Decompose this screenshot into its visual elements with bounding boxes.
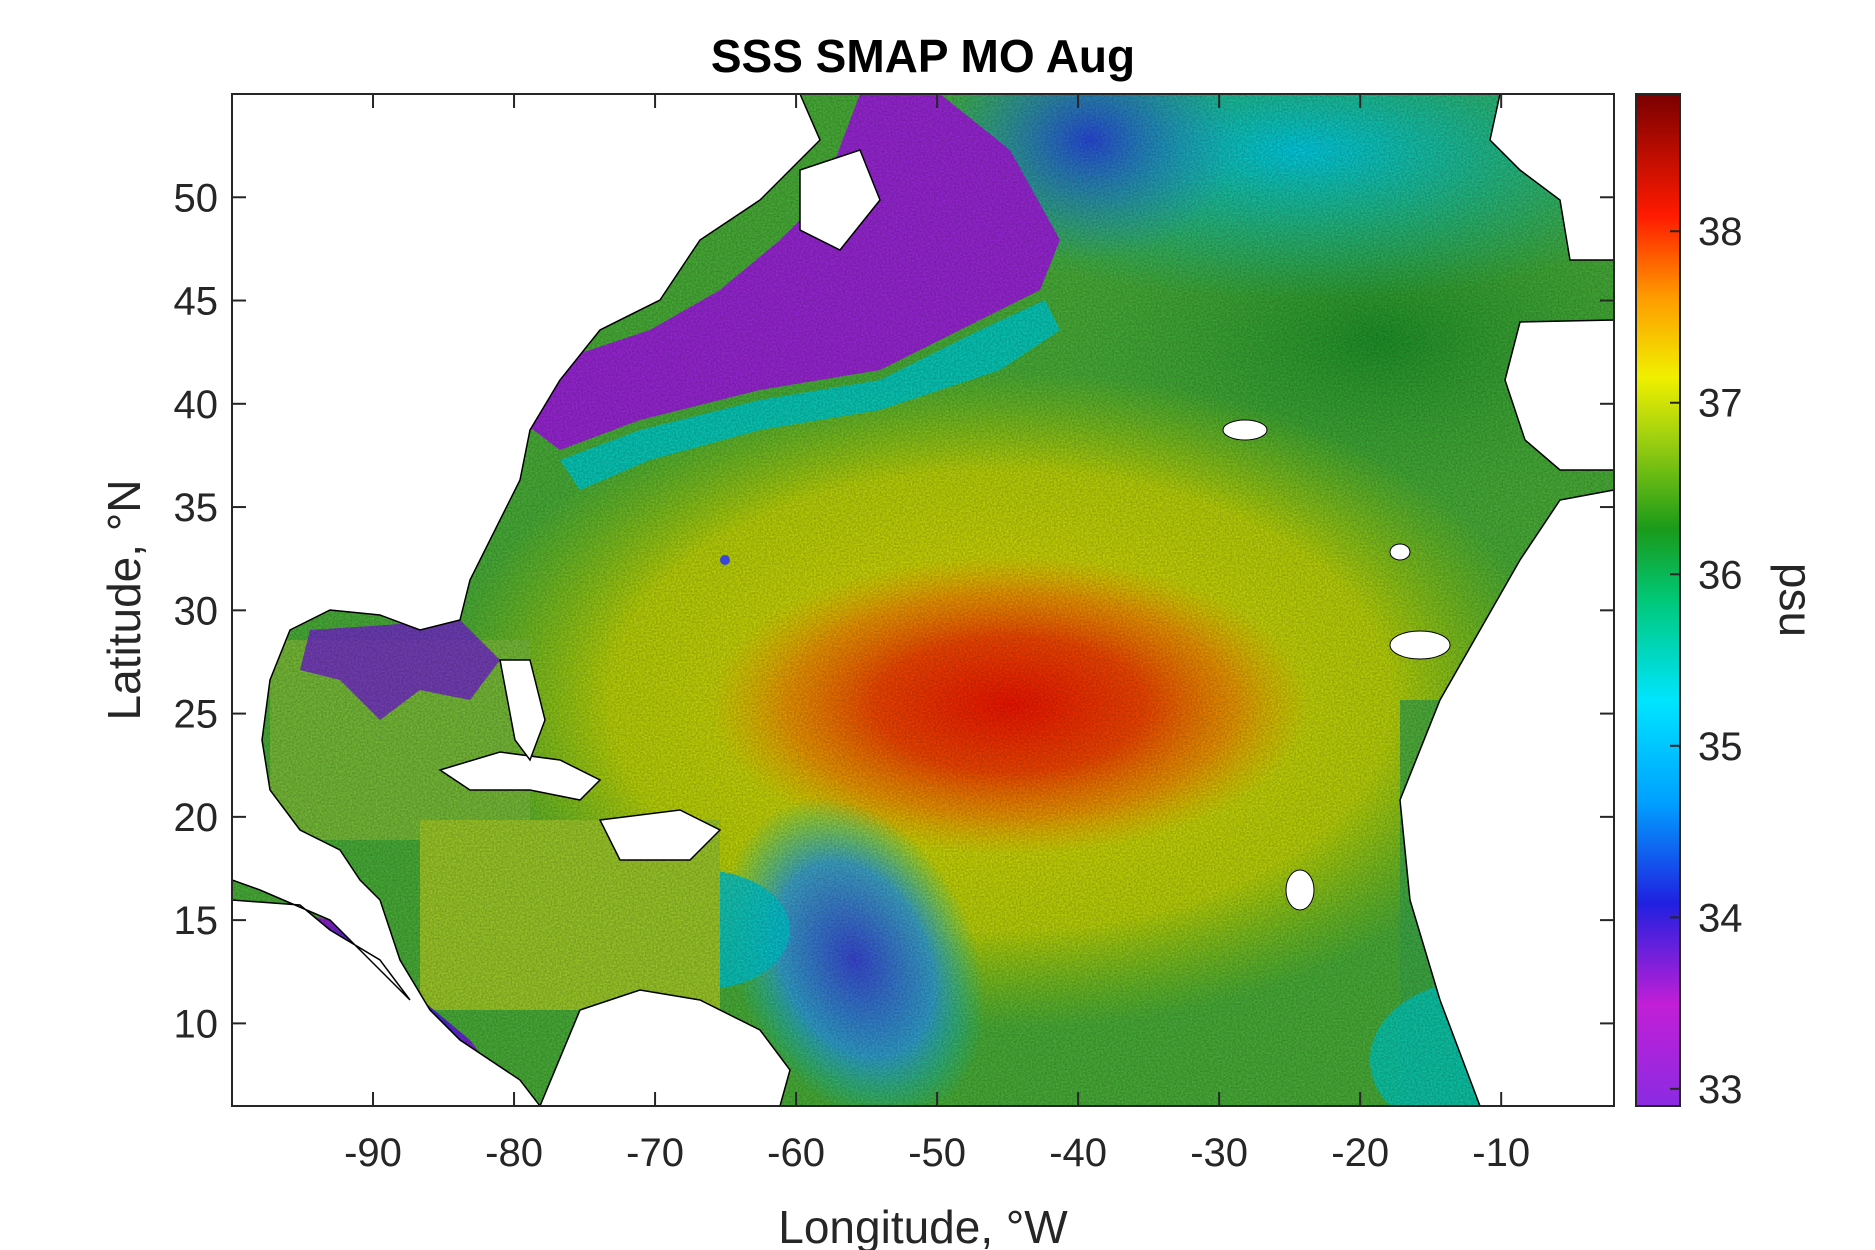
colorbar-tick-label: 35 [1698, 725, 1743, 769]
madeira-island [1389, 543, 1411, 561]
y-tick-label: 45 [174, 280, 219, 324]
x-axis-ticks: -90 -80 -70 -60 -50 -40 -30 -20 -10 [344, 94, 1530, 1175]
plot-frame [231, 93, 1615, 1107]
y-tick-label: 10 [174, 1002, 219, 1046]
x-tick-label: -10 [1472, 1131, 1530, 1175]
y-tick-label: 35 [174, 486, 219, 530]
azores-islands [1222, 419, 1268, 441]
cuba-land [438, 751, 602, 801]
africa-land [1399, 489, 1614, 1106]
cape-verde-islands [1285, 869, 1315, 911]
y-tick-label: 25 [174, 693, 219, 737]
europe-land [1489, 94, 1614, 261]
florida-land [499, 659, 546, 762]
x-tick-label: -80 [485, 1131, 543, 1175]
hispaniola-land [598, 809, 722, 861]
y-axis-ticks: 10 15 20 25 30 35 40 45 50 [174, 176, 1614, 1046]
colorbar-ticks: 33 34 35 36 37 38 [1670, 210, 1743, 1112]
x-tick-label: -30 [1190, 1131, 1248, 1175]
colorbar-tick-label: 36 [1698, 553, 1743, 597]
bermuda-island [720, 555, 730, 565]
x-axis-label: Longitude, °W [778, 1201, 1068, 1250]
x-tick-label: -40 [1049, 1131, 1107, 1175]
colorbar-tick-label: 37 [1698, 382, 1743, 426]
canary-islands [1389, 630, 1451, 660]
x-tick-label: -90 [344, 1131, 402, 1175]
colorbar [1635, 93, 1681, 1107]
colorbar-tick-label: 38 [1698, 210, 1743, 254]
x-tick-label: -60 [767, 1131, 825, 1175]
x-tick-label: -50 [908, 1131, 966, 1175]
y-tick-label: 30 [174, 589, 219, 633]
iberia-land [1504, 319, 1614, 471]
newfoundland-land [799, 149, 881, 251]
salinity-field [232, 94, 1614, 1106]
x-tick-label: -20 [1331, 1131, 1389, 1175]
y-axis-label: Latitude, °N [98, 480, 150, 721]
colorbar-tick-label: 33 [1698, 1068, 1743, 1112]
colorbar-label: psu [1770, 563, 1822, 637]
north-america-land [232, 94, 821, 1106]
y-tick-label: 20 [174, 796, 219, 840]
chart-title: SSS SMAP MO Aug [711, 30, 1135, 82]
x-tick-label: -70 [626, 1131, 684, 1175]
colorbar-tick-label: 34 [1698, 896, 1743, 940]
y-tick-label: 15 [174, 899, 219, 943]
south-america-land [539, 989, 791, 1106]
y-tick-label: 40 [174, 383, 219, 427]
y-tick-label: 50 [174, 176, 219, 220]
